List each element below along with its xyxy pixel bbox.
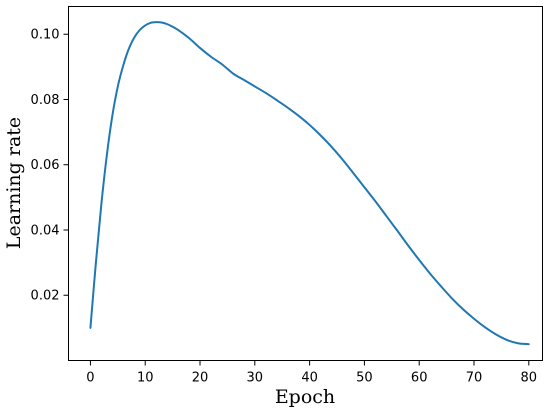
- y-tick-label: 0.06: [31, 158, 60, 173]
- x-tick-label: 20: [192, 371, 209, 386]
- y-tick-label: 0.04: [31, 223, 60, 238]
- x-tick-label: 0: [86, 371, 94, 386]
- y-axis-title: Learning rate: [3, 117, 25, 249]
- x-tick-label: 30: [247, 371, 264, 386]
- x-tick-label: 80: [521, 371, 538, 386]
- plot-frame: [68, 6, 543, 361]
- x-tick-label: 10: [137, 371, 154, 386]
- x-axis-ticks: 0 10 20 30 40 50 60 70 80: [86, 360, 538, 386]
- x-axis-title: Epoch: [275, 386, 335, 408]
- y-tick-label: 0.02: [31, 289, 60, 304]
- x-tick-label: 50: [356, 371, 373, 386]
- learning-rate-line: [89, 21, 530, 346]
- x-tick-label: 60: [411, 371, 428, 386]
- y-tick-label: 0.08: [31, 93, 60, 108]
- x-tick-label: 40: [301, 371, 318, 386]
- y-axis-ticks: 0.02 0.04 0.06 0.08 0.10: [31, 28, 69, 304]
- x-tick-label: 70: [466, 371, 483, 386]
- y-tick-label: 0.10: [31, 28, 60, 43]
